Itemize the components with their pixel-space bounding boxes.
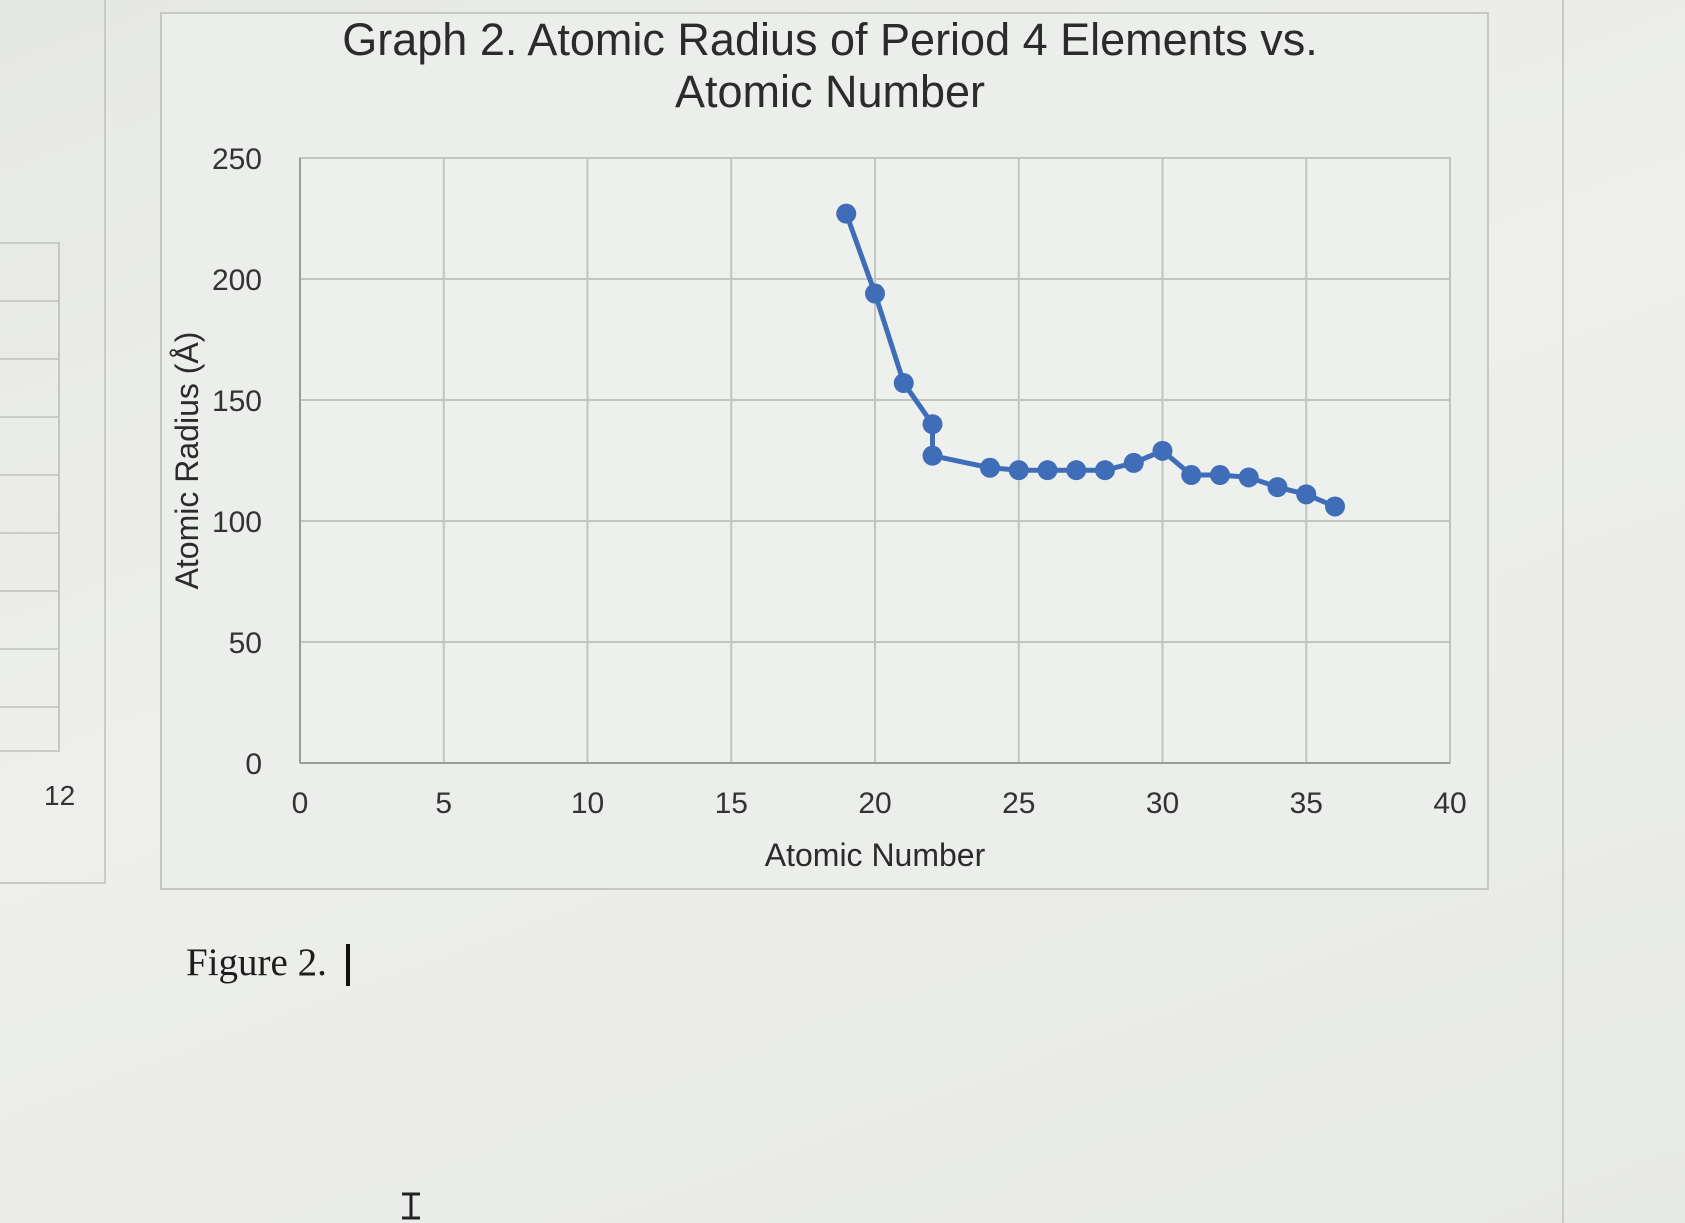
x-tick-label: 10 xyxy=(571,787,604,820)
data-point xyxy=(1066,460,1087,481)
x-tick-label: 15 xyxy=(715,787,748,820)
text-cursor xyxy=(346,944,350,986)
y-tick-label: 250 xyxy=(212,143,262,176)
data-point xyxy=(865,283,885,304)
data-point xyxy=(1238,467,1259,488)
table-row-line xyxy=(0,242,58,244)
data-point xyxy=(1267,477,1288,498)
data-point xyxy=(1095,460,1115,481)
x-tick-label: 0 xyxy=(292,787,309,820)
table-row-line xyxy=(0,590,58,592)
chart-title: Graph 2. Atomic Radius of Period 4 Eleme… xyxy=(230,14,1430,118)
data-point xyxy=(980,457,1000,478)
y-tick-label: 50 xyxy=(229,627,262,660)
table-row-line xyxy=(0,648,58,650)
table-row-line xyxy=(0,300,58,302)
y-tick-label: 100 xyxy=(212,506,262,539)
ibeam-cursor-icon xyxy=(402,1192,420,1220)
row-number: 12 xyxy=(44,780,76,811)
page-right-border xyxy=(1562,0,1564,1223)
y-axis-label: Atomic Radius (Å) xyxy=(169,332,205,590)
x-tick-label: 30 xyxy=(1146,787,1179,820)
table-row-line xyxy=(0,474,58,476)
data-point xyxy=(836,203,857,224)
data-point xyxy=(922,414,943,435)
data-point xyxy=(1123,452,1144,473)
table-row-line xyxy=(0,532,58,534)
left-table-fragment xyxy=(0,0,106,884)
data-point xyxy=(922,445,943,466)
left-table-column xyxy=(0,242,60,752)
data-point xyxy=(1037,460,1058,481)
y-tick-label: 0 xyxy=(245,748,262,781)
data-point xyxy=(1152,440,1173,461)
chart-title-line-1: Graph 2. Atomic Radius of Period 4 Eleme… xyxy=(342,14,1318,65)
x-axis-label: Atomic Number xyxy=(765,837,986,873)
data-point xyxy=(1008,460,1029,481)
figure-caption[interactable]: Figure 2. xyxy=(186,941,327,984)
table-row-line xyxy=(0,706,58,708)
x-tick-label: 25 xyxy=(1002,787,1035,820)
x-tick-label: 20 xyxy=(858,787,891,820)
x-tick-label: 35 xyxy=(1290,787,1323,820)
chart-title-line-2: Atomic Number xyxy=(674,66,986,117)
data-point xyxy=(1210,465,1230,486)
table-row-line xyxy=(0,750,58,752)
y-tick-label: 200 xyxy=(212,264,262,297)
x-tick-label: 5 xyxy=(435,787,452,820)
table-row-line xyxy=(0,416,58,418)
x-tick-label: 40 xyxy=(1433,787,1466,820)
data-point xyxy=(1325,496,1345,517)
data-point xyxy=(1296,484,1317,505)
table-row-line xyxy=(0,358,58,360)
data-point xyxy=(893,373,914,394)
data-point xyxy=(1181,465,1202,486)
y-tick-label: 150 xyxy=(212,385,262,418)
